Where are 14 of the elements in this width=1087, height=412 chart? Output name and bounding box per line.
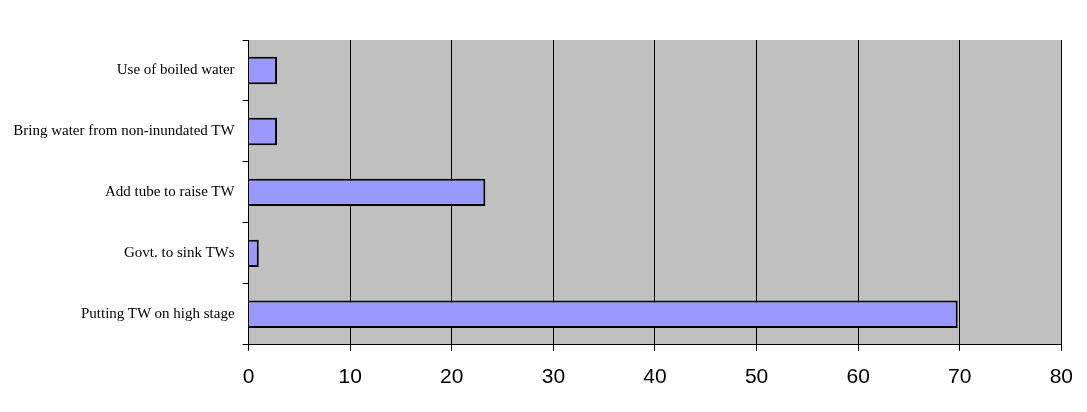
x-tick-label: 40 [643,364,667,388]
x-tick-label: 30 [541,364,566,388]
x-tick-label: 80 [1049,364,1073,388]
y-tick-label: Use of boiled water [116,61,235,78]
y-tick-label: Bring water from non-inundated TW [13,122,236,139]
x-tick-label: 60 [846,364,870,388]
y-tick-label: Putting TW on high stage [80,305,235,322]
x-tick-label: 10 [338,364,362,388]
x-tick-label: 20 [440,364,464,388]
x-tick-label: 0 [242,364,255,388]
y-tick-label: Add tube to raise TW [104,183,236,200]
x-tick-label: 70 [948,364,972,388]
y-tick-label: Govt. to sink TWs [124,244,235,261]
x-tick-label: 50 [744,364,769,388]
